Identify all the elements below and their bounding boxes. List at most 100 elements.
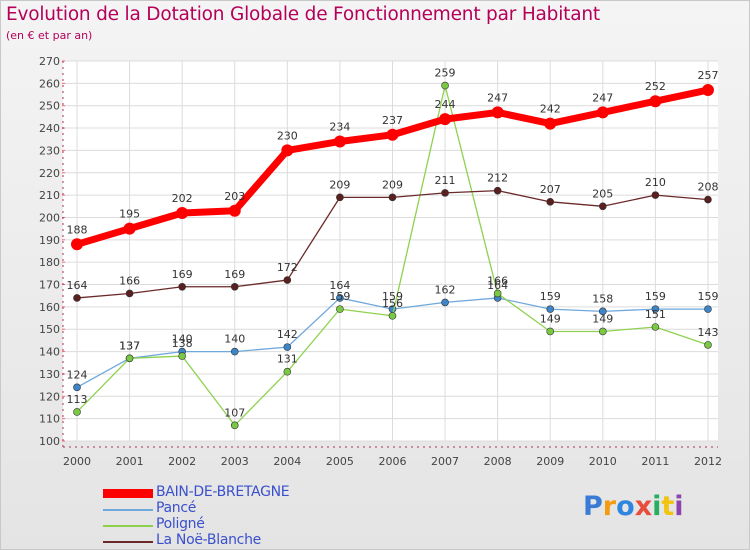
data-label: 142 (277, 328, 298, 341)
data-label: 131 (277, 353, 298, 366)
logo-letter: P (583, 491, 603, 522)
legend-label: Pancé (156, 500, 197, 516)
x-tick-label: 2002 (168, 455, 196, 468)
y-tick-label: 120 (39, 390, 60, 403)
logo-letter: i (652, 491, 662, 522)
data-label: 159 (382, 290, 403, 303)
y-tick-label: 150 (39, 323, 60, 336)
logo-letter: i (674, 491, 684, 522)
data-label: 166 (487, 274, 508, 287)
data-point (283, 367, 292, 376)
y-tick-label: 230 (39, 144, 60, 157)
data-label: 195 (119, 208, 140, 221)
data-label: 205 (592, 187, 613, 200)
x-tick-label: 2003 (221, 455, 249, 468)
data-label: 169 (224, 268, 245, 281)
data-label: 208 (697, 181, 718, 194)
data-label: 138 (172, 337, 193, 350)
data-point (493, 289, 502, 298)
data-point (704, 195, 712, 204)
y-tick-label: 100 (39, 435, 60, 448)
x-tick-label: 2001 (116, 455, 144, 468)
data-point (281, 144, 294, 157)
data-label: 140 (224, 333, 245, 346)
chart-subtitle: (en € et par an) (6, 29, 93, 42)
data-label: 140 (172, 333, 193, 346)
x-tick-label: 2000 (63, 455, 91, 468)
y-tick-label: 270 (39, 55, 60, 68)
data-point (125, 289, 134, 298)
data-point (125, 354, 134, 363)
data-label: 203 (224, 190, 245, 203)
data-point (546, 305, 555, 313)
legend-label: La Noë-Blanche (156, 532, 261, 548)
data-label: 159 (329, 290, 350, 303)
data-point (704, 305, 712, 313)
data-label: 209 (382, 178, 403, 191)
data-label: 143 (697, 326, 718, 339)
y-tick-label: 240 (39, 122, 60, 135)
data-label: 212 (487, 172, 508, 185)
data-label: 164 (329, 279, 350, 292)
data-label: 158 (592, 292, 613, 305)
data-point (439, 113, 452, 126)
x-tick-label: 2008 (484, 455, 512, 468)
data-point (336, 305, 344, 313)
x-tick-label: 2004 (273, 455, 301, 468)
data-label: 247 (487, 91, 508, 104)
data-label: 169 (172, 268, 193, 281)
data-point (283, 343, 292, 351)
data-label: 113 (67, 393, 88, 406)
data-point (598, 202, 607, 211)
data-point (704, 341, 712, 349)
data-label: 257 (697, 69, 718, 82)
legend: BAIN-DE-BRETAGNE Pancé Poligné La Noë-Blanc… (103, 484, 343, 549)
legend-swatch (103, 541, 153, 543)
y-tick-label: 200 (39, 211, 60, 224)
x-tick-label: 2012 (694, 455, 722, 468)
legend-swatch (103, 509, 153, 511)
y-tick-label: 110 (39, 413, 60, 426)
data-label: 242 (540, 103, 561, 116)
data-point (598, 327, 607, 336)
data-point (651, 323, 660, 331)
data-point (230, 282, 239, 291)
data-point (178, 282, 186, 291)
data-label: 202 (172, 192, 193, 205)
logo-letter: o (616, 491, 635, 522)
data-point (651, 305, 660, 313)
data-point (73, 294, 81, 302)
data-label: 156 (382, 297, 403, 310)
legend-item: La Noë-Blanche (103, 532, 343, 549)
legend-item: BAIN-DE-BRETAGNE (103, 484, 343, 501)
data-point (701, 84, 714, 97)
y-tick-label: 210 (39, 189, 60, 202)
legend-label: Poligné (156, 516, 205, 532)
x-tick-label: 2006 (378, 455, 406, 468)
logo-letter: x (634, 491, 653, 522)
data-point (283, 276, 292, 284)
y-tick-label: 130 (39, 368, 60, 381)
y-tick-label: 140 (39, 346, 60, 359)
data-label: 247 (592, 91, 613, 104)
legend-swatch (103, 489, 153, 498)
data-point (230, 421, 239, 430)
plot-area (63, 61, 718, 441)
data-label: 162 (435, 283, 456, 296)
data-label: 209 (329, 178, 350, 191)
data-point (596, 106, 609, 119)
data-point (230, 347, 239, 356)
data-point (441, 81, 449, 90)
data-point (386, 128, 399, 141)
data-point (388, 312, 397, 320)
data-label: 210 (645, 176, 666, 189)
data-point (176, 207, 189, 219)
legend-swatch (103, 525, 153, 527)
data-point (178, 352, 186, 360)
data-point (493, 186, 502, 195)
data-label: 107 (224, 406, 245, 419)
data-point (336, 294, 344, 302)
data-point (73, 408, 81, 416)
chart-title: Evolution de la Dotation Globale de Fonc… (6, 4, 600, 25)
x-tick-label: 2005 (326, 455, 354, 468)
